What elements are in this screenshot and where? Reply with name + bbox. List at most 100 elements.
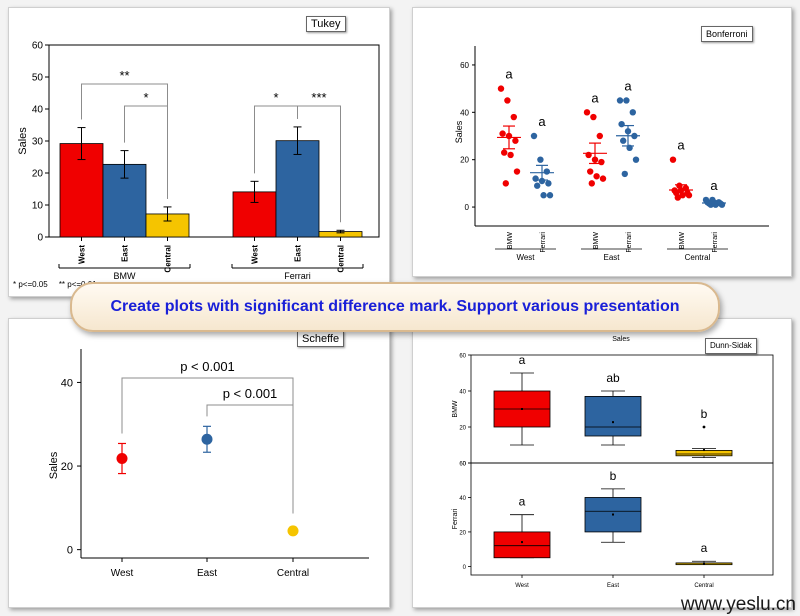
bonferroni-point [618, 120, 625, 128]
bonferroni-y-tick-label: 0 [465, 203, 470, 212]
tukey-group-label: BMW [114, 271, 137, 281]
scheffe-y-axis-label: Sales [48, 451, 60, 479]
tukey-y-axis-label: Sales [17, 127, 29, 155]
bonferroni-y-tick-label: 40 [460, 108, 469, 117]
bonferroni-point [593, 173, 600, 180]
tukey-panel: 0 10 20 30 40 50 60 Sales West East Central BMW West… [8, 7, 390, 297]
bonferroni-point [583, 109, 591, 116]
tukey-y-tick-label: 30 [32, 137, 44, 148]
dunn-sidak-x-tick-label: Central [694, 583, 713, 589]
bonferroni-y-axis-label: Sales [454, 120, 464, 143]
dunn-sidak-bottom-frame [470, 462, 774, 576]
tukey-y-tick-label: 0 [37, 233, 43, 244]
dunn-sidak-letter: a [701, 541, 708, 555]
dunn-sidak-letter: b [701, 407, 708, 421]
bonferroni-point [545, 180, 552, 187]
bonferroni-letter: a [538, 114, 546, 129]
bonferroni-point [546, 192, 554, 199]
dunn-sidak-box [675, 449, 733, 457]
bonferroni-letter: a [505, 67, 513, 82]
tukey-chart: 0 10 20 30 40 50 60 Sales West East Central BMW West… [17, 41, 380, 281]
scheffe-sig-bracket [206, 404, 294, 514]
scheffe-sig-label: p < 0.001 [180, 359, 235, 374]
bonferroni-chart: 0 20 40 60 Sales a BMW a Ferrari a BMW a Ferrari a BMW… [454, 46, 769, 262]
bonferroni-point [530, 132, 538, 140]
dunn-sidak-x-tick-label: West [515, 583, 529, 589]
dunn-sidak-y-tick-label: 60 [459, 354, 466, 360]
bonferroni-point [497, 85, 505, 92]
dunn-sidak-mean-marker [612, 421, 614, 424]
bonferroni-point [685, 192, 693, 199]
bonferroni-x-tick-label: Ferrari [540, 232, 547, 253]
tukey-sig-label: * [143, 90, 148, 105]
bonferroni-tag: Bonferroni [701, 26, 753, 42]
dunn-sidak-y-tick-label: 60 [459, 462, 466, 468]
dunn-sidak-panel: Sales 0 20 40 60 BMW a ab b 0 20 40 60 Ferrari a West b E… [412, 318, 792, 608]
bonferroni-point [623, 97, 630, 104]
watermark: www.yeslu.cn [680, 594, 796, 615]
bonferroni-point [512, 137, 519, 144]
tukey-y-tick-label: 20 [32, 169, 44, 180]
dunn-sidak-y-tick-label: 0 [463, 565, 467, 571]
bonferroni-point [587, 168, 594, 175]
bonferroni-group-label: Central [685, 253, 711, 262]
bonferroni-panel: 0 20 40 60 Sales a BMW a Ferrari a BMW a Ferrari a BMW… [412, 7, 792, 277]
bonferroni-letter: a [677, 138, 685, 153]
tukey-sig-bracket [124, 105, 168, 199]
bonferroni-point [588, 180, 595, 187]
tukey-y-tick-label: 50 [32, 73, 44, 84]
dunn-sidak-letter: ab [606, 371, 620, 385]
dunn-sidak-box [584, 396, 642, 437]
scheffe-chart: 0 20 40 Sales West East Central p < 0.001 p < 0.… [48, 349, 369, 579]
tukey-tag: Tukey [306, 16, 346, 32]
bonferroni-point [502, 180, 509, 187]
tukey-x-tick-label: West [251, 245, 260, 264]
bonferroni-y-tick-label: 20 [460, 156, 469, 165]
tukey-y-tick-label: 40 [32, 105, 44, 116]
banner-text: Create plots with significant difference… [110, 298, 680, 315]
tukey-x-tick-label: East [294, 245, 303, 262]
tukey-y-tick-label: 60 [32, 41, 44, 52]
tukey-sig-label: ** [119, 68, 129, 83]
dunn-sidak-mean-marker [703, 449, 705, 452]
feature-banner: Create plots with significant difference… [70, 282, 720, 332]
bonferroni-point [513, 168, 521, 175]
bonferroni-point [599, 175, 607, 182]
tukey-bar [275, 140, 320, 238]
dunn-sidak-mean-marker [612, 513, 614, 516]
bonferroni-letter: a [710, 178, 718, 193]
dunn-sidak-letter: b [610, 469, 617, 483]
tukey-x-tick-label: East [121, 245, 130, 262]
bonferroni-point [598, 158, 605, 166]
scheffe-x-tick-label: Central [277, 568, 309, 579]
dunn-sidak-mean-marker [703, 562, 705, 565]
dunn-sidak-letter: a [519, 353, 526, 367]
scheffe-panel: 0 20 40 Sales West East Central p < 0.001 p < 0.… [8, 318, 390, 608]
scheffe-y-tick-label: 40 [61, 377, 73, 389]
scheffe-tag: Scheffe [297, 331, 345, 347]
bonferroni-point [534, 182, 541, 189]
tukey-sig-label: * [273, 90, 278, 105]
bonferroni-point [501, 149, 508, 156]
scheffe-mean-point [287, 525, 299, 537]
bonferroni-group-label: East [603, 253, 620, 262]
bonferroni-x-tick-label: BMW [507, 232, 514, 250]
bonferroni-point [532, 175, 539, 182]
tukey-y-tick-label: 10 [32, 201, 44, 212]
bonferroni-point [540, 192, 547, 199]
scheffe-mean-point [116, 453, 128, 465]
bonferroni-x-tick-label: BMW [593, 232, 600, 250]
dunn-sidak-bottom-y-label: Ferrari [452, 508, 459, 529]
dunn-sidak-letter: a [519, 495, 526, 509]
bonferroni-point [504, 97, 511, 104]
bonferroni-point [620, 137, 627, 144]
tukey-sig-label: *** [311, 90, 326, 105]
bonferroni-point [669, 156, 677, 163]
bonferroni-point [537, 156, 544, 163]
dunn-sidak-title: Sales [612, 336, 630, 343]
bonferroni-x-tick-label: Ferrari [712, 232, 719, 253]
bonferroni-x-tick-label: BMW [679, 232, 686, 250]
bonferroni-point [543, 168, 550, 175]
bonferroni-point [632, 156, 640, 163]
bonferroni-letter: a [591, 90, 599, 105]
